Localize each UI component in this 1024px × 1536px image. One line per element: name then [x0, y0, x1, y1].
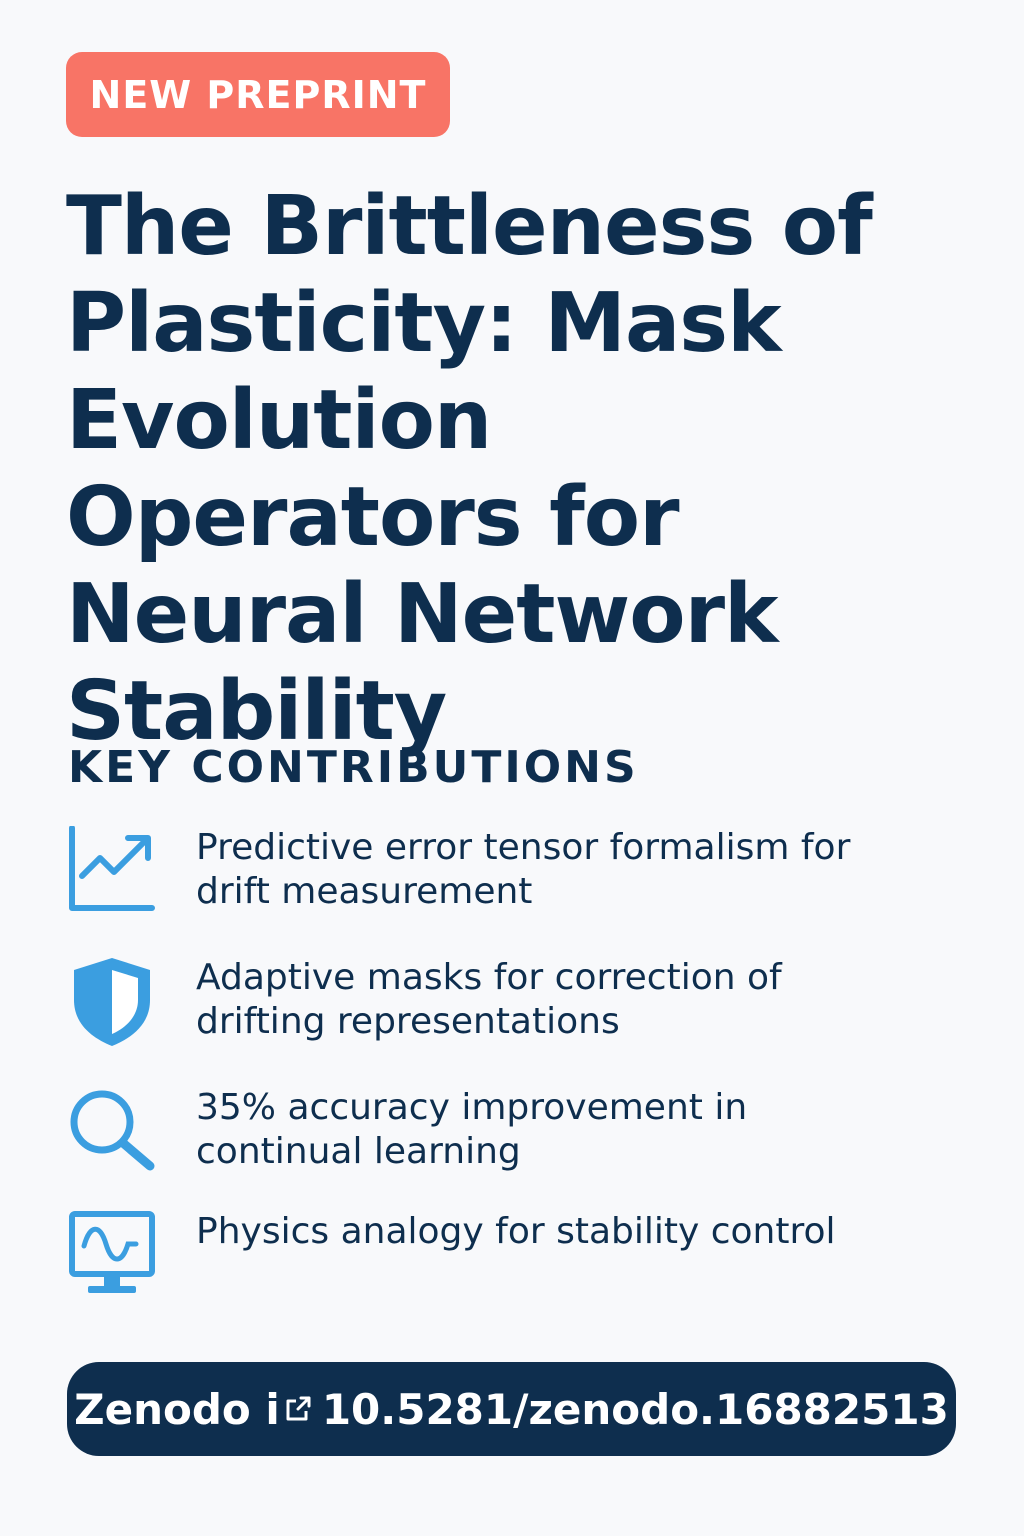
- search-icon: [70, 1090, 155, 1171]
- paper-title: The Brittleness of Plasticity: Mask Evol…: [66, 179, 873, 759]
- monitor-wave-icon: [69, 1211, 155, 1293]
- contribution-item-1: Predictive error tensor formalism for dr…: [66, 826, 896, 918]
- new-preprint-badge: NEW PREPRINT: [66, 52, 450, 137]
- contribution-text-2: Adaptive masks for correction of driftin…: [196, 957, 782, 1042]
- contribution-item-4: Physics analogy for stability control: [66, 1210, 896, 1302]
- external-link-icon: [286, 1396, 311, 1421]
- contribution-text-4: Physics analogy for stability control: [196, 1211, 836, 1252]
- contribution-text-3: 35% accuracy improvement in continual le…: [196, 1087, 748, 1172]
- contribution-item-3: 35% accuracy improvement in continual le…: [66, 1086, 896, 1178]
- doi-value: 10.5281/zenodo.16882513: [321, 1384, 949, 1434]
- contribution-text-1: Predictive error tensor formalism for dr…: [196, 827, 851, 912]
- trending-chart-icon: [69, 826, 155, 911]
- contribution-item-2: Adaptive masks for correction of driftin…: [66, 956, 896, 1048]
- badge-label: NEW PREPRINT: [89, 72, 427, 117]
- doi-prefix: Zenodo i: [74, 1384, 280, 1434]
- shield-icon: [74, 958, 150, 1046]
- doi-link[interactable]: Zenodo i 10.5281/zenodo.16882513: [67, 1362, 956, 1456]
- key-contributions-heading: KEY CONTRIBUTIONS: [68, 742, 639, 793]
